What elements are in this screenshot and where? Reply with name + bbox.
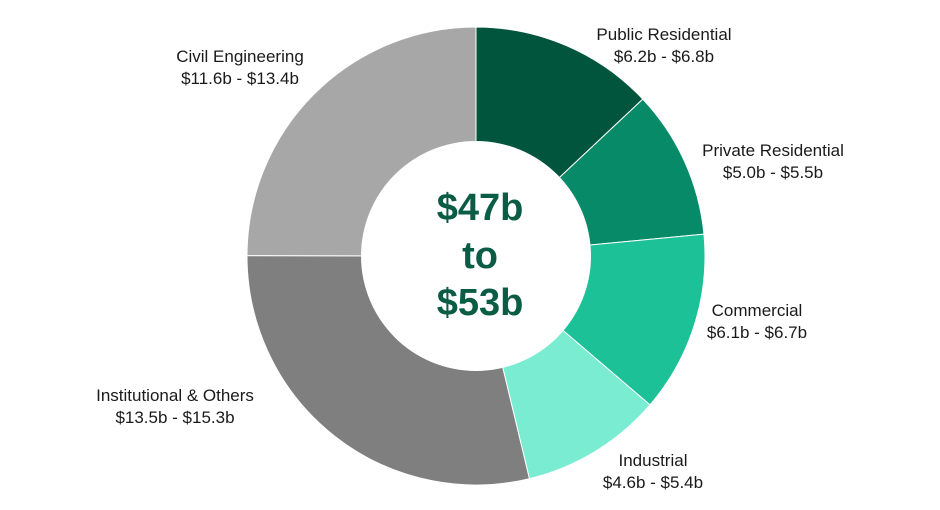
center-text-line-1: $47b xyxy=(437,187,524,229)
slice-label: Civil Engineering $11.6b - $13.4b xyxy=(176,47,304,88)
slice-label: Public Residential $6.2b - $6.8b xyxy=(596,25,731,66)
slice-label-range: $6.1b - $6.7b xyxy=(707,323,807,342)
slice-label-range: $4.6b - $5.4b xyxy=(603,473,703,492)
slice-label-name: Commercial xyxy=(712,301,803,320)
center-total: $47b to $53b xyxy=(437,187,524,324)
slice-label: Commercial $6.1b - $6.7b xyxy=(707,301,807,342)
slice-label-name: Civil Engineering xyxy=(176,47,304,66)
donut-hole xyxy=(361,141,591,371)
slice-label: Institutional & Others $13.5b - $15.3b xyxy=(96,386,254,427)
slice-label: Private Residential $5.0b - $5.5b xyxy=(702,141,844,182)
slice-label-name: Industrial xyxy=(619,451,688,470)
slice-label-range: $11.6b - $13.4b xyxy=(181,69,299,88)
slice-label-range: $6.2b - $6.8b xyxy=(614,47,714,66)
slice-label-name: Public Residential xyxy=(596,25,731,44)
slice-label-range: $13.5b - $15.3b xyxy=(115,408,234,427)
slice-label-name: Institutional & Others xyxy=(96,386,254,405)
center-text-line-2: to xyxy=(462,235,498,277)
center-text-line-3: $53b xyxy=(437,282,524,324)
slice-label-range: $5.0b - $5.5b xyxy=(723,163,823,182)
slice-label-name: Private Residential xyxy=(702,141,844,160)
slice-label: Industrial $4.6b - $5.4b xyxy=(603,451,703,492)
labels-layer: Public Residential $6.2b - $6.8b Private R… xyxy=(96,25,844,492)
